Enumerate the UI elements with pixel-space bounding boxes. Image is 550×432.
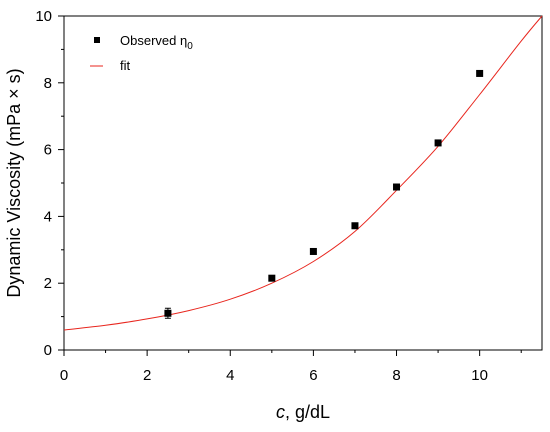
data-point [393,183,401,191]
plot-area: 0 2 4 6 8 10 0 2 4 6 8 10 [35,8,543,384]
legend: Observed η0 fit [90,33,193,73]
x-tick-label: 2 [143,367,151,384]
plot-frame [63,15,543,351]
x-axis: 0 2 4 6 8 10 [60,350,522,384]
legend-label-fit: fit [120,58,131,73]
x-tick-label: 6 [309,367,317,384]
y-tick-label: 8 [44,75,52,92]
y-axis-title: Dynamic Viscosity (mPa × s) [4,68,24,297]
data-point [268,274,276,282]
y-tick-label: 10 [35,8,52,25]
x-axis-title-variable: c [276,402,285,422]
legend-label-observed: Observed η0 [120,33,193,52]
data-point [434,139,442,147]
y-axis: 0 2 4 6 8 10 [35,8,64,359]
data-point [476,69,484,77]
x-tick-label: 10 [471,367,488,384]
y-tick-label: 6 [44,142,52,159]
y-tick-label: 0 [44,342,52,359]
data-point [309,247,317,255]
x-axis-title: c, g/dL [276,402,330,422]
data-point [164,309,172,317]
x-axis-title-unit: , g/dL [285,402,330,422]
fit-curve [63,15,543,331]
data-point [351,222,359,230]
y-tick-label: 2 [44,275,52,292]
legend-label-observed-main: Observed η [120,33,187,48]
x-tick-label: 8 [392,367,400,384]
x-tick-label: 0 [60,367,68,384]
legend-label-observed-subscript: 0 [187,41,193,52]
observed-points [164,69,484,319]
y-tick-label: 4 [44,208,52,225]
legend-marker-observed [94,37,100,43]
x-tick-label: 4 [226,367,234,384]
